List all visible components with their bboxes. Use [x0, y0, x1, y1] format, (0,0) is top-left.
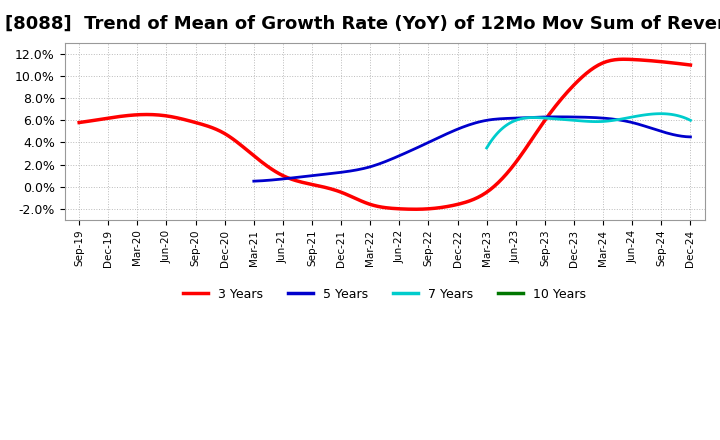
Legend: 3 Years, 5 Years, 7 Years, 10 Years: 3 Years, 5 Years, 7 Years, 10 Years	[178, 282, 591, 306]
Title: [8088]  Trend of Mean of Growth Rate (YoY) of 12Mo Mov Sum of Revenues: [8088] Trend of Mean of Growth Rate (YoY…	[4, 15, 720, 33]
